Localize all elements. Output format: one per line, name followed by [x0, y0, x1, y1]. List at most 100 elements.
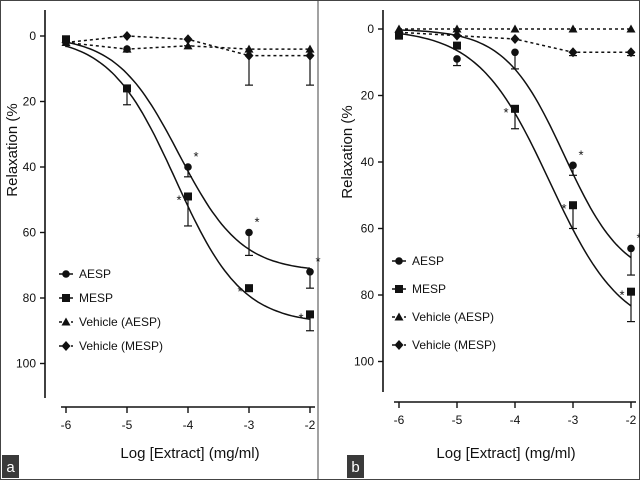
y-axis-title: Relaxation (%: [4, 103, 21, 196]
panel-label-box: [2, 455, 19, 478]
series-vehicle-mesp: [394, 27, 636, 58]
legend-item: MESP: [59, 291, 113, 305]
y-tick-label: 20: [23, 95, 37, 109]
data-point: [306, 310, 314, 319]
significance-star: *: [578, 147, 583, 162]
x-tick-label: -3: [244, 418, 255, 432]
data-point: [305, 50, 315, 61]
x-tick-label: -2: [626, 413, 637, 427]
legend-item: Vehicle (AESP): [59, 315, 161, 329]
x-tick-label: -3: [568, 413, 579, 427]
y-tick-label: 60: [361, 222, 375, 236]
data-point: [453, 55, 461, 63]
data-point: [511, 48, 519, 57]
significance-star: *: [503, 105, 508, 120]
y-tick-label: 100: [16, 357, 36, 371]
significance-star: *: [298, 310, 303, 325]
series-mesp: * * *: [62, 35, 314, 332]
data-point: [244, 44, 254, 53]
x-tick-label: -4: [510, 413, 521, 427]
data-point: [626, 47, 636, 58]
data-point: [305, 44, 315, 53]
series-aesp: * * *: [62, 35, 321, 289]
chart-panel-a: 0 20 40 60 80 100 -6 -5 -4 -3 -2 Relaxation (% Log […: [2, 10, 321, 478]
legend-item: MESP: [392, 282, 446, 296]
data-point: [568, 24, 578, 33]
data-point: [184, 192, 192, 201]
series-vehicle-mesp: [61, 31, 315, 86]
legend-label: Vehicle (MESP): [79, 339, 163, 353]
legend-marker: [395, 257, 403, 265]
y-axis-title: Relaxation (%: [339, 105, 356, 198]
data-point: [510, 33, 520, 44]
legend-label: AESP: [79, 267, 111, 281]
data-point: [453, 41, 461, 50]
chart-panel-b: 0 20 40 60 80 100 -6 -5 -4 -3 -2 Relaxation (% Log […: [339, 10, 640, 478]
data-point: [123, 84, 131, 93]
legend: AESP MESP Vehicle (AESP) Vehicle (MESP): [392, 254, 496, 352]
data-point: [511, 104, 519, 113]
data-point: [569, 161, 577, 170]
data-point: [244, 50, 254, 61]
legend-marker: [62, 270, 70, 278]
legend: AESP MESP Vehicle (AESP) Vehicle (MESP): [59, 267, 163, 353]
data-point: [184, 163, 192, 171]
significance-star: *: [176, 192, 181, 207]
legend-label: Vehicle (MESP): [412, 338, 496, 352]
x-tick-label: -6: [61, 418, 72, 432]
y-tick-label: 40: [23, 160, 37, 174]
significance-star: *: [315, 254, 320, 269]
data-point: [306, 268, 314, 276]
legend-marker: [61, 341, 71, 351]
significance-star: *: [636, 230, 640, 245]
x-tick-label: -4: [183, 418, 194, 432]
legend-label: Vehicle (AESP): [79, 315, 161, 329]
data-point: [245, 228, 253, 237]
y-tick-label: 100: [354, 355, 374, 369]
data-point: [122, 31, 132, 41]
x-tick-label: -5: [122, 418, 133, 432]
y-tick-label: 0: [29, 29, 36, 43]
data-point: [510, 24, 520, 33]
y-tick-label: 80: [23, 291, 37, 305]
data-point: [627, 287, 635, 296]
legend-label: MESP: [79, 291, 113, 305]
legend-marker: [394, 340, 404, 350]
data-point: [122, 44, 132, 53]
x-tick-label: -5: [452, 413, 463, 427]
significance-star: *: [193, 149, 198, 164]
data-point: [569, 201, 577, 210]
legend-item: Vehicle (AESP): [392, 310, 494, 324]
significance-star: *: [254, 215, 259, 230]
panel-label-box: [347, 455, 364, 478]
x-tick-label: -6: [394, 413, 405, 427]
legend-item: AESP: [392, 254, 444, 268]
x-axis-title: Log [Extract] (mg/ml): [436, 445, 575, 462]
legend-label: Vehicle (AESP): [412, 310, 494, 324]
data-point: [626, 24, 636, 33]
legend-item: Vehicle (MESP): [59, 339, 163, 353]
y-tick-label: 60: [23, 226, 37, 240]
panel-label: a: [6, 459, 15, 476]
series-mesp: * * *: [395, 31, 635, 323]
data-point: [452, 30, 462, 41]
panel-label: b: [351, 459, 359, 476]
x-axis-title: Log [Extract] (mg/ml): [120, 445, 259, 462]
significance-star: *: [619, 288, 624, 303]
legend-marker: [395, 285, 403, 293]
legend-item: AESP: [59, 267, 111, 281]
data-point: [394, 27, 404, 38]
data-point: [568, 47, 578, 58]
y-tick-label: 40: [361, 155, 375, 169]
legend-marker: [61, 317, 71, 326]
data-point: [627, 244, 635, 253]
data-point: [183, 34, 193, 45]
legend-marker: [394, 312, 404, 321]
significance-star: *: [561, 201, 566, 216]
legend-item: Vehicle (MESP): [392, 338, 496, 352]
data-point: [61, 37, 71, 48]
y-tick-label: 20: [361, 89, 375, 103]
significance-star: *: [237, 284, 242, 299]
data-point: [452, 24, 462, 33]
